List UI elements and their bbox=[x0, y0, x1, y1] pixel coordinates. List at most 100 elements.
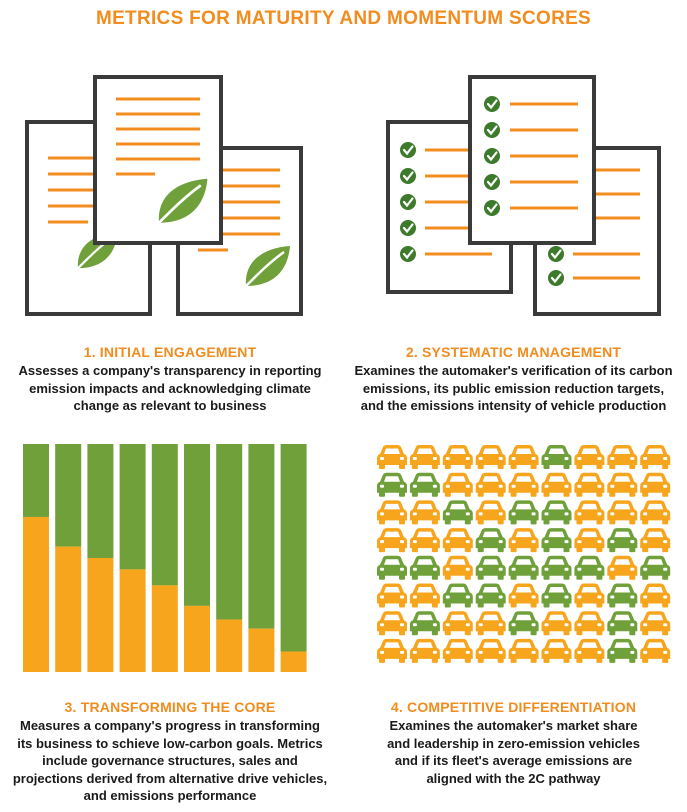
car-icon bbox=[377, 638, 407, 663]
car-icon bbox=[574, 472, 605, 497]
car-icon bbox=[377, 583, 407, 608]
check-icon bbox=[400, 168, 416, 184]
bar-green bbox=[87, 444, 114, 558]
bar-green bbox=[151, 444, 178, 586]
car-icon bbox=[607, 611, 638, 636]
leaf-icon bbox=[245, 246, 290, 287]
check-icon bbox=[484, 96, 500, 112]
car-icon bbox=[475, 555, 506, 580]
car-icon bbox=[541, 555, 572, 580]
bar-orange bbox=[248, 628, 275, 672]
bar-orange bbox=[216, 619, 243, 672]
car-icon bbox=[442, 583, 473, 608]
car-icon bbox=[541, 528, 572, 553]
check-icon bbox=[400, 142, 416, 158]
car-icon bbox=[574, 638, 605, 663]
section-systematic-management: 2. SYSTEMATIC MANAGEMENT Examines the au… bbox=[340, 344, 687, 415]
car-icon bbox=[574, 500, 605, 525]
description-line: and the emissions intensity of vehicle p… bbox=[360, 398, 667, 413]
car-icon bbox=[574, 445, 605, 469]
section-competitive-differentiation: 4. COMPETITIVE DIFFERENTIATION Examines … bbox=[340, 699, 687, 787]
car-icon bbox=[377, 611, 407, 636]
description-line: emissions, its public emission reduction… bbox=[362, 380, 665, 396]
check-icon bbox=[400, 246, 416, 262]
car-icon bbox=[442, 472, 473, 497]
car-icon bbox=[541, 472, 572, 497]
check-icon bbox=[548, 246, 564, 262]
car-icon bbox=[442, 638, 473, 663]
car-icon bbox=[475, 583, 506, 608]
check-icon bbox=[400, 220, 416, 236]
car-icon bbox=[409, 583, 440, 608]
car-icon bbox=[409, 638, 440, 663]
car-icon bbox=[541, 638, 572, 663]
car-icon bbox=[541, 583, 572, 608]
description-line: include governance structures, sales and bbox=[42, 753, 298, 768]
car-icon bbox=[377, 500, 407, 525]
car-icon bbox=[541, 445, 572, 469]
leaf-icon bbox=[158, 178, 208, 224]
car-icon bbox=[508, 500, 539, 525]
document-front bbox=[468, 75, 596, 245]
check-icon bbox=[400, 194, 416, 210]
bar-green bbox=[248, 444, 275, 629]
car-icon bbox=[409, 611, 440, 636]
section-heading: 3. TRANSFORMING THE CORE bbox=[64, 699, 276, 715]
car-icon bbox=[508, 638, 539, 663]
car-icon bbox=[607, 583, 638, 608]
car-icon bbox=[475, 445, 506, 469]
leaf-icon bbox=[77, 232, 118, 269]
car-icon bbox=[409, 445, 440, 469]
car-icon bbox=[442, 445, 473, 469]
car-icon bbox=[409, 555, 440, 580]
car-icon bbox=[640, 528, 671, 553]
description-line: Assesses a company's transparency in rep… bbox=[18, 363, 322, 378]
car-icon bbox=[475, 528, 506, 553]
description-line: and emissions performance bbox=[83, 788, 257, 803]
check-icon bbox=[484, 122, 500, 138]
bar-orange bbox=[280, 651, 307, 672]
document-front bbox=[93, 75, 223, 245]
bar-orange bbox=[23, 516, 49, 672]
car-icon bbox=[640, 555, 671, 580]
car-icon bbox=[409, 500, 440, 525]
section-heading: 1. INITIAL ENGAGEMENT bbox=[83, 344, 257, 360]
description-line: and leadership in zero-emission vehicles bbox=[387, 735, 640, 751]
document-back-left bbox=[25, 120, 152, 316]
car-icon bbox=[508, 555, 539, 580]
bar-orange bbox=[184, 605, 210, 672]
car-icon bbox=[607, 638, 638, 663]
car-icon bbox=[409, 472, 440, 497]
section-transforming-the-core: 3. TRANSFORMING THE CORE Measures a comp… bbox=[0, 699, 340, 805]
car-icon bbox=[607, 500, 638, 525]
section-description: Examines the automaker's verification of… bbox=[340, 362, 687, 415]
bar-green bbox=[280, 444, 307, 652]
car-icon bbox=[640, 472, 671, 497]
car-icon bbox=[574, 555, 605, 580]
document-back-right bbox=[533, 146, 661, 316]
bar-green bbox=[119, 444, 146, 570]
car-icon bbox=[541, 611, 572, 636]
section-description: Assesses a company's transparency in rep… bbox=[0, 362, 340, 415]
description-line: emission impacts and acknowledging clima… bbox=[29, 380, 311, 396]
bar-orange bbox=[87, 558, 114, 672]
section-heading: 4. COMPETITIVE DIFFERENTIATION bbox=[390, 699, 637, 715]
car-icon bbox=[541, 500, 572, 525]
car-icon bbox=[475, 638, 506, 663]
check-icon bbox=[548, 270, 564, 286]
section-description: Examines the automaker's market share an… bbox=[340, 717, 687, 787]
description-line: projections derived from alternative dri… bbox=[12, 770, 328, 786]
bar-orange bbox=[151, 585, 178, 672]
bar-green bbox=[216, 444, 243, 620]
description-line: aligned with the 2C pathway bbox=[426, 770, 601, 786]
section-description: Measures a company's progress in transfo… bbox=[0, 717, 340, 805]
description-line: and if its fleet's average emissions are bbox=[394, 753, 633, 768]
document-back-right bbox=[176, 146, 303, 316]
car-icon bbox=[475, 500, 506, 525]
description-line: its business to schieve low-carbon goals… bbox=[17, 735, 323, 751]
car-icon bbox=[640, 583, 671, 608]
document-back-left bbox=[386, 120, 513, 294]
car-icon bbox=[640, 611, 671, 636]
car-icon bbox=[377, 472, 407, 497]
description-line: change as relevant to business bbox=[73, 398, 267, 413]
